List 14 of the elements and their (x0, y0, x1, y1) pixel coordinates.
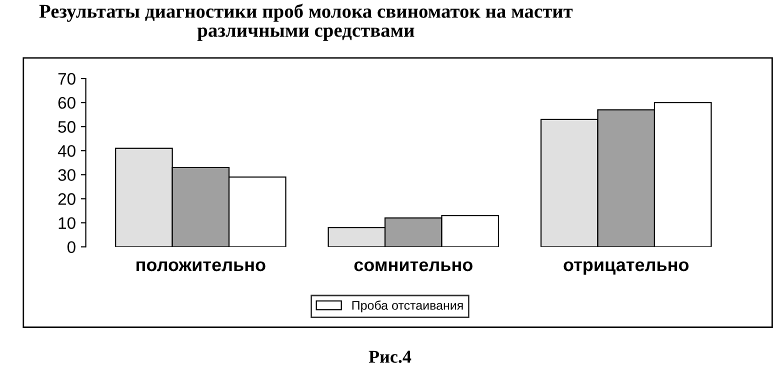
x-tick-label: положительно (136, 261, 266, 272)
y-tick-label: 0 (67, 241, 76, 254)
y-tick-label: 10 (58, 217, 76, 229)
y-tick-label: 60 (58, 96, 76, 109)
x-tick-label: сомнительно (354, 261, 472, 272)
x-tick-label: отрицательно (564, 261, 689, 275)
text: Рис.4 (368, 350, 412, 363)
y-tick-label: 50 (58, 121, 76, 133)
y-tick-label: 70 (58, 72, 76, 85)
legend-label: Проба отстаивания (352, 300, 463, 312)
chart-title: Результаты диагностики проб молока свиноматок на мастит различными средствами (39, 4, 573, 41)
y-tick-label: 20 (58, 193, 76, 205)
y-tick-label: 40 (58, 145, 76, 157)
y-tick-label: 30 (58, 169, 76, 181)
